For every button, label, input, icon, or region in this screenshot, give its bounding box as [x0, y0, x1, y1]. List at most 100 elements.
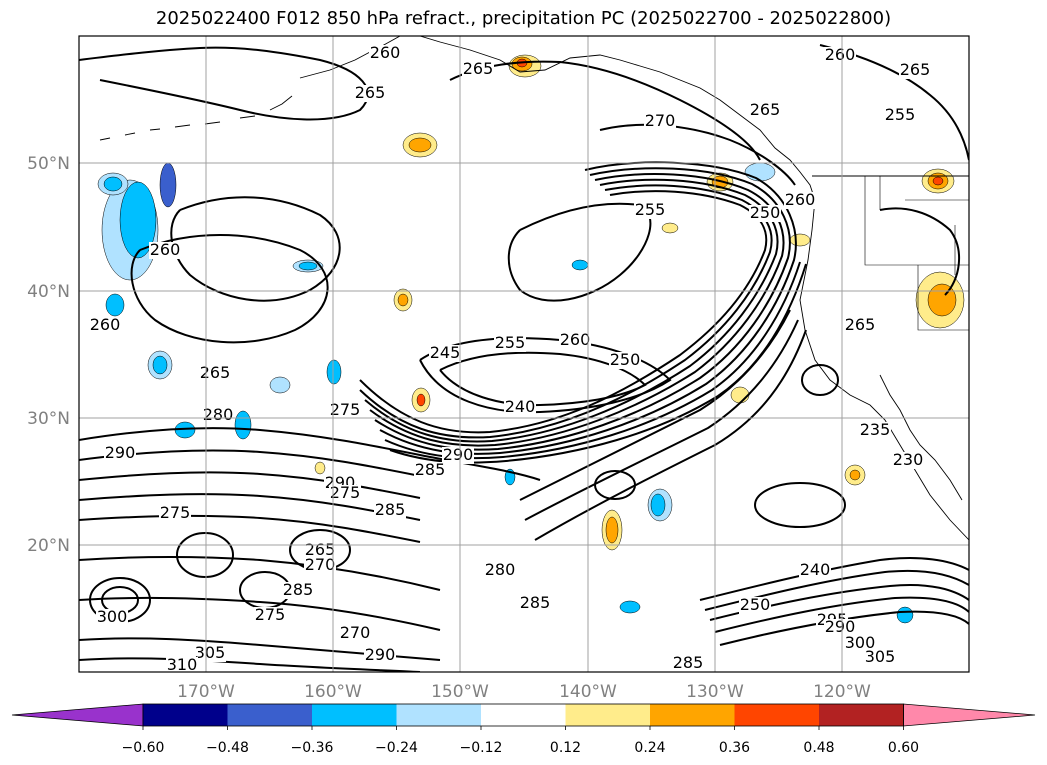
- contour-label: 250: [610, 350, 641, 369]
- colorbar-tick-label: −0.24: [375, 740, 418, 756]
- contour-label: 260: [150, 240, 181, 259]
- contour-label-bg: [859, 422, 891, 439]
- lon-tick-label: 130°W: [686, 682, 744, 702]
- graticule: [79, 36, 969, 672]
- colorbar-tick-label: 0.48: [803, 740, 834, 756]
- colorbar-segment: [481, 704, 566, 726]
- longitude-tick-labels: 170°W 160°W 150°W 140°W 130°W 120°W: [177, 682, 871, 702]
- baja-california: [879, 374, 963, 501]
- contour-label-bg: [329, 485, 361, 502]
- precip-patch: [650, 493, 666, 517]
- contour-label-bg: [442, 447, 474, 464]
- contour-label: 245: [430, 343, 461, 362]
- contour-label: 270: [340, 623, 371, 642]
- precip-patch: [159, 162, 177, 208]
- contour-label-bg: [104, 445, 136, 462]
- contour-label-bg: [609, 352, 641, 369]
- contour-label-bg: [374, 502, 406, 519]
- contour-label-bg: [149, 242, 181, 259]
- lon-tick-label: 160°W: [304, 682, 362, 702]
- contour-label-bg: [304, 557, 336, 574]
- contour-label: 240: [505, 397, 536, 416]
- contour-label-bg: [784, 192, 816, 209]
- contour-label: 255: [635, 200, 666, 219]
- contour-label-bg: [844, 635, 876, 652]
- contour-label: 285: [283, 580, 314, 599]
- contour-label-bg: [672, 655, 704, 672]
- precip-patch: [896, 606, 914, 624]
- precip-patch: [849, 469, 861, 481]
- contour-label-bg: [892, 452, 924, 469]
- contour-label-bg: [559, 332, 591, 349]
- precip-patch: [927, 283, 957, 317]
- contour-label-bg: [364, 647, 396, 664]
- precip-patch: [619, 600, 641, 614]
- contour-label-bg: [484, 562, 516, 579]
- colorbar-extend-low: [11, 703, 144, 727]
- contour-label: 250: [740, 595, 771, 614]
- contour-label: 275: [330, 400, 361, 419]
- precip-patch: [744, 162, 776, 182]
- contour-label-bg: [749, 205, 781, 222]
- contour-label-bg: [864, 649, 896, 666]
- contour-label-bg: [414, 462, 446, 479]
- contour-label-bg: [462, 61, 494, 78]
- contour-label-bg: [824, 47, 856, 64]
- contour-label-bg: [194, 645, 226, 662]
- contour-label: 265: [463, 59, 494, 78]
- lon-tick-label: 170°W: [177, 682, 235, 702]
- contour-label: 265: [900, 60, 931, 79]
- contour-label: 305: [195, 643, 226, 662]
- colorbar-tick-label: 0.12: [550, 740, 581, 756]
- lon-tick-label: 140°W: [559, 682, 617, 702]
- contour-label: 260: [370, 43, 401, 62]
- contour-label: 270: [305, 555, 336, 574]
- colorbar-segment: [650, 704, 735, 726]
- precip-patch: [932, 176, 944, 186]
- contour-label-bg: [159, 505, 191, 522]
- colorbar-segment: [734, 704, 819, 726]
- contour-label: 290: [443, 445, 474, 464]
- colorbar-segment: [396, 704, 481, 726]
- contour-label-bg: [749, 102, 781, 119]
- precip-patch: [298, 261, 318, 271]
- contour-label: 260: [560, 330, 591, 349]
- precip-patch: [119, 181, 157, 259]
- precip-patch: [234, 410, 252, 440]
- precip-patch: [571, 259, 589, 271]
- contour-label: 255: [885, 105, 916, 124]
- colorbar-tick-label: −0.36: [291, 740, 334, 756]
- contour-label: 235: [860, 420, 891, 439]
- colorbar-tick-label: −0.12: [460, 740, 503, 756]
- contour-label: 240: [800, 560, 831, 579]
- contour-label: 290: [825, 617, 856, 636]
- precip-patch: [397, 293, 409, 307]
- colorbar-segment: [227, 704, 312, 726]
- contour-label: 260: [90, 315, 121, 334]
- precip-patch: [416, 393, 426, 407]
- precip-patch: [789, 233, 811, 247]
- west-coast-north-america: [799, 199, 969, 541]
- contour-label-bg: [202, 407, 234, 424]
- contour-label-bg: [89, 317, 121, 334]
- contour-label-bg: [799, 562, 831, 579]
- lat-tick-label: 50°N: [27, 154, 70, 174]
- contour-label-bg: [739, 597, 771, 614]
- lon-tick-label: 150°W: [431, 682, 489, 702]
- contour-label-bg: [884, 107, 916, 124]
- contour-label-bg: [369, 45, 401, 62]
- contour-label-bg: [494, 335, 526, 352]
- precip-patch: [408, 137, 432, 153]
- aleutian-chain: [99, 95, 293, 141]
- contour-label-bg: [634, 202, 666, 219]
- state-borders: [864, 176, 969, 331]
- contour-label: 265: [355, 83, 386, 102]
- contour-label: 265: [845, 315, 876, 334]
- contour-label-bg: [339, 625, 371, 642]
- colorbar-segment: [143, 704, 228, 726]
- contour-label: 285: [415, 460, 446, 479]
- precip-patch: [103, 176, 123, 192]
- colorbar-frame: [142, 703, 904, 727]
